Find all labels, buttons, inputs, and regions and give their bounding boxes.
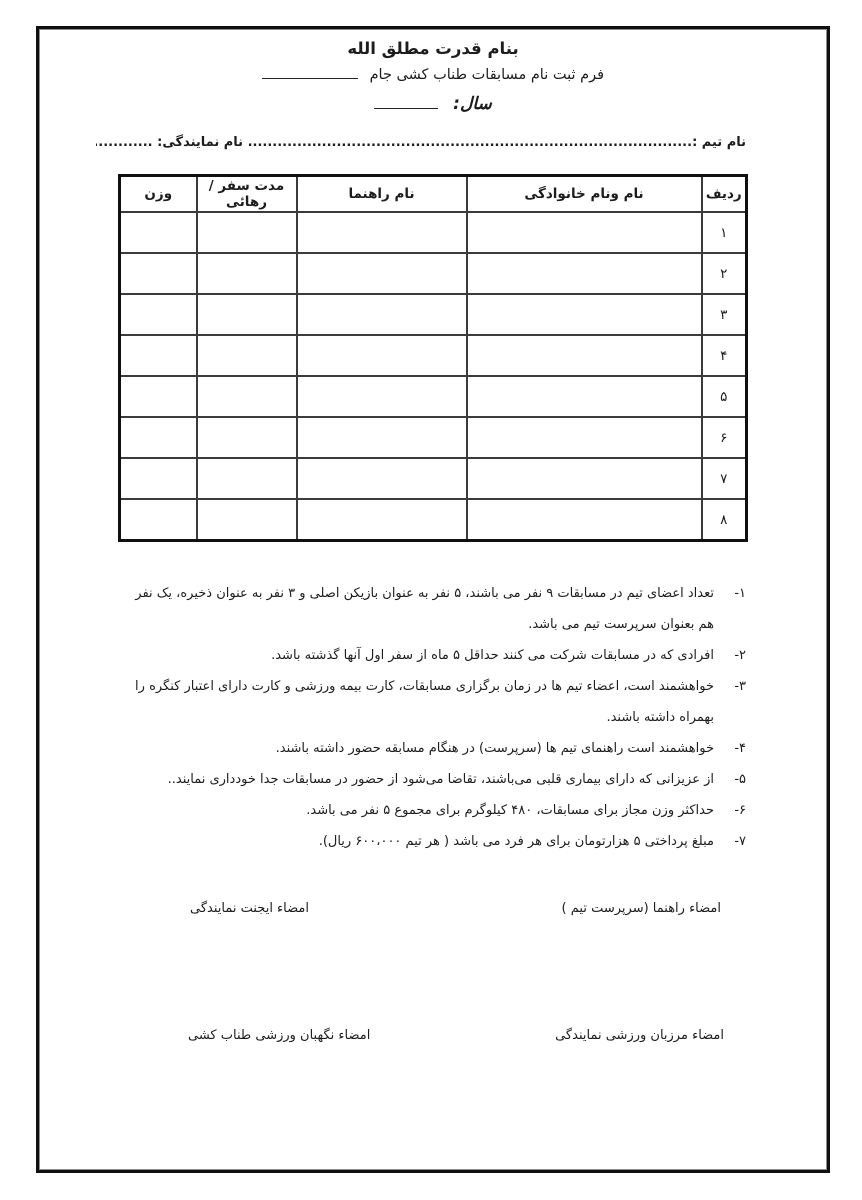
note-text: حداکثر وزن مجاز برای مسابقات، ۴۸۰ کیلوگر… [306,803,714,818]
row-number-cell: ۶ [700,416,748,459]
table-row: ۴ [118,334,748,377]
weight-cell-empty [118,457,198,500]
note-number: ۷- [734,834,746,849]
full-name-cell-empty [465,334,703,377]
guide-name-cell-empty [295,211,468,254]
table-row: ۳ [118,293,748,336]
signature-agency-agent-label: امضاء ایجنت نمایندگی [190,901,309,916]
note-number: ۲- [734,648,746,663]
signature-sports-host-label: امضاء مرزبان ورزشی نمایندگی [555,1028,724,1043]
weight-cell-empty [118,252,198,295]
signature-row-2: امضاء مرزبان ورزشی نمایندگی امضاء نگهبان… [188,1026,724,1045]
row-number-cell: ۷ [700,457,748,500]
note-item: ۴- خواهشمند است راهنمای تیم ها (سرپرست) … [132,733,746,764]
year-label: سال: [453,94,492,114]
note-text: افرادی که در مسابقات شرکت می کنند حداقل … [271,648,714,663]
guide-name-cell-empty [295,498,468,542]
table-row: ۶ [118,416,748,459]
weight-cell-empty [118,334,198,377]
full-name-cell-empty [465,211,703,254]
header-row: ردیف نام ونام خانوادگی نام راهنما مدت سف… [118,174,748,213]
weight-cell-empty [118,211,198,254]
travel-duration-cell-empty [195,375,298,418]
page-border-inner-line: بنام قدرت مطلق الله فرم ثبت نام مسابقات … [39,29,827,1170]
row-number-cell: ۲ [700,252,748,295]
signature-row-1: امضاء راهنما (سرپرست تیم ) امضاء ایجنت ن… [190,899,721,918]
row-number-cell: ۸ [700,498,748,542]
guide-name-cell-empty [295,334,468,377]
page-border-frame: بنام قدرت مطلق الله فرم ثبت نام مسابقات … [36,26,830,1173]
travel-duration-cell-empty [195,498,298,542]
guide-name-cell-empty [295,252,468,295]
row-number-cell: ۳ [700,293,748,336]
note-text: مبلغ پرداختی ۵ هزارتومان برای هر فرد می … [318,834,714,849]
roster-table: ردیف نام ونام خانوادگی نام راهنما مدت سف… [118,174,748,542]
travel-duration-cell-empty [195,457,298,500]
note-item: ۲- افرادی که در مسابقات شرکت می کنند حدا… [132,640,746,671]
form-title: فرم ثبت نام مسابقات طناب کشی جام [369,67,605,83]
full-name-cell-empty [465,293,703,336]
travel-duration-cell-empty [195,334,298,377]
guide-name-cell-empty [295,293,468,336]
note-item: ۳- خواهشمند است، اعضاء تیم ها در زمان بر… [132,671,746,733]
weight-cell-empty [118,293,198,336]
team-name-dotted-line: ........................................… [247,135,693,150]
full-name-cell-empty [465,457,703,500]
signature-sports-guard-label: امضاء نگهبان ورزشی طناب کشی [188,1028,371,1043]
note-text: خواهشمند است راهنمای تیم ها (سرپرست) در … [275,741,714,756]
table-row: ۵ [118,375,748,418]
table-row: ۲ [118,252,748,295]
col-header-guide-name: نام راهنما [295,174,468,213]
team-name-label: نام تیم : [692,135,746,150]
guide-name-cell-empty [295,416,468,459]
row-number-cell: ۱ [700,211,748,254]
full-name-cell-empty [465,498,703,542]
travel-duration-cell-empty [195,211,298,254]
table-row: ۷ [118,457,748,500]
note-number: ۱- [734,586,746,601]
note-text: تعداد اعضای تیم در مسابقات ۹ نفر می باشن… [135,586,714,632]
form-title-line: فرم ثبت نام مسابقات طناب کشی جام [40,64,826,86]
col-header-row-number: ردیف [700,174,748,213]
team-name-line: نام تیم :...............................… [96,133,746,152]
note-text: خواهشمند است، اعضاء تیم ها در زمان برگزا… [135,679,714,725]
row-number-cell: ۵ [700,375,748,418]
col-header-full-name: نام ونام خانوادگی [465,174,703,213]
form-page: بنام قدرت مطلق الله فرم ثبت نام مسابقات … [40,36,826,1175]
row-number-cell: ۴ [700,334,748,377]
note-item: ۵- از عزیزانی که دارای بیماری قلبی می‌با… [132,764,746,795]
travel-duration-cell-empty [195,252,298,295]
table-row: ۸ [118,498,748,542]
col-header-weight: وزن [118,174,198,213]
col-header-travel-duration: مدت سفر /رهائی [195,174,298,213]
travel-duration-cell-empty [195,416,298,459]
note-number: ۴- [734,741,746,756]
roster-table-header: ردیف نام ونام خانوادگی نام راهنما مدت سف… [118,174,748,213]
weight-cell-empty [118,498,198,542]
full-name-cell-empty [465,252,703,295]
note-number: ۳- [734,679,746,694]
note-number: ۶- [734,803,746,818]
weight-cell-empty [118,375,198,418]
guide-name-cell-empty [295,375,468,418]
note-item: ۶- حداکثر وزن مجاز برای مسابقات، ۴۸۰ کیل… [132,795,746,826]
note-text: از عزیزانی که دارای بیماری قلبی می‌باشند… [167,772,714,787]
cup-name-blank-line [261,66,358,79]
signature-guide-team-leader-label: امضاء راهنما (سرپرست تیم ) [561,901,721,916]
table-row: ۱ [118,211,748,254]
full-name-cell-empty [465,375,703,418]
year-blank-line [374,94,439,109]
year-line: سال: [40,91,826,117]
note-item: ۱- تعداد اعضای تیم در مسابقات ۹ نفر می ب… [132,578,746,640]
note-item: ۷- مبلغ پرداختی ۵ هزارتومان برای هر فرد … [132,826,746,857]
full-name-cell-empty [465,416,703,459]
guide-name-cell-empty [295,457,468,500]
note-number: ۵- [734,772,746,787]
weight-cell-empty [118,416,198,459]
representative-label: نام نمایندگی: [157,135,244,150]
bismillah-title: بنام قدرت مطلق الله [347,39,519,58]
rules-list: ۱- تعداد اعضای تیم در مسابقات ۹ نفر می ب… [132,578,746,857]
representative-dotted-line: ...................................... [96,135,153,150]
travel-duration-cell-empty [195,293,298,336]
